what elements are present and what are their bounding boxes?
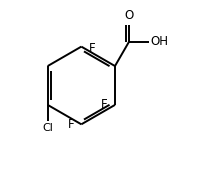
Text: F: F (89, 42, 96, 55)
Text: OH: OH (150, 35, 168, 48)
Text: Cl: Cl (42, 123, 53, 134)
Text: O: O (125, 9, 134, 22)
Text: F: F (68, 118, 74, 131)
Text: F: F (101, 98, 108, 111)
